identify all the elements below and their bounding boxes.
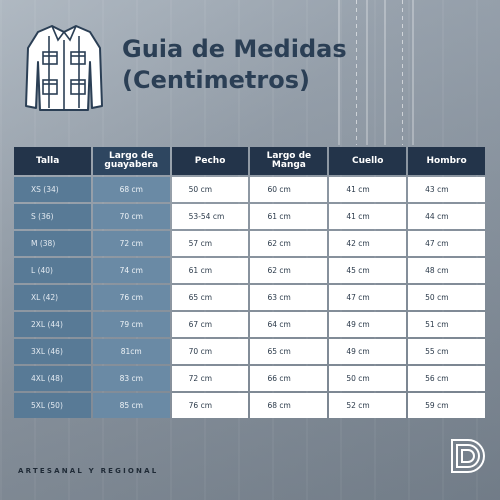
cell-hombro: 43 cm bbox=[408, 177, 485, 202]
cell-cuello: 45 cm bbox=[329, 258, 407, 283]
cell-talla: M (38) bbox=[14, 231, 91, 256]
table-row: 3XL (46) 81cm 70 cm 65 cm 49 cm 55 cm bbox=[14, 339, 485, 364]
cell-largo: 74 cm bbox=[92, 258, 170, 283]
cell-largo: 85 cm bbox=[92, 393, 170, 418]
shirt-pleat bbox=[338, 0, 340, 145]
guayabera-shirt-icon bbox=[25, 25, 103, 111]
cell-manga: 62 cm bbox=[250, 258, 328, 283]
column-header-manga: Largo de Manga bbox=[250, 147, 328, 175]
column-header-largo: Largo de guayabera bbox=[92, 147, 170, 175]
cell-talla: XL (42) bbox=[14, 285, 91, 310]
cell-hombro: 47 cm bbox=[408, 231, 485, 256]
cell-manga: 66 cm bbox=[250, 366, 328, 391]
shirt-stitch bbox=[402, 0, 403, 145]
cell-cuello: 50 cm bbox=[329, 366, 407, 391]
cell-manga: 60 cm bbox=[250, 177, 328, 202]
cell-manga: 63 cm bbox=[250, 285, 328, 310]
cell-pecho: 65 cm bbox=[171, 285, 249, 310]
brand-logo-icon bbox=[451, 439, 485, 473]
cell-cuello: 41 cm bbox=[329, 204, 407, 229]
cell-manga: 62 cm bbox=[250, 231, 328, 256]
cell-hombro: 44 cm bbox=[408, 204, 485, 229]
table-header-row: Talla Largo de guayabera Pecho Largo de … bbox=[14, 147, 485, 175]
cell-cuello: 47 cm bbox=[329, 285, 407, 310]
cell-pecho: 76 cm bbox=[171, 393, 249, 418]
table-row: L (40) 74 cm 61 cm 62 cm 45 cm 48 cm bbox=[14, 258, 485, 283]
cell-largo: 83 cm bbox=[92, 366, 170, 391]
column-header-talla: Talla bbox=[14, 147, 91, 175]
title-line: Guia de Medidas bbox=[122, 35, 347, 63]
cell-pecho: 53-54 cm bbox=[171, 204, 249, 229]
cell-hombro: 55 cm bbox=[408, 339, 485, 364]
table-row: 5XL (50) 85 cm 76 cm 68 cm 52 cm 59 cm bbox=[14, 393, 485, 418]
size-chart-table: Talla Largo de guayabera Pecho Largo de … bbox=[12, 145, 487, 420]
cell-manga: 65 cm bbox=[250, 339, 328, 364]
title-subline: (Centimetros) bbox=[122, 66, 310, 94]
cell-hombro: 48 cm bbox=[408, 258, 485, 283]
cell-talla: 4XL (48) bbox=[14, 366, 91, 391]
cell-manga: 61 cm bbox=[250, 204, 328, 229]
cell-cuello: 52 cm bbox=[329, 393, 407, 418]
cell-pecho: 61 cm bbox=[171, 258, 249, 283]
cell-talla: 2XL (44) bbox=[14, 312, 91, 337]
table-row: M (38) 72 cm 57 cm 62 cm 42 cm 47 cm bbox=[14, 231, 485, 256]
cell-pecho: 57 cm bbox=[171, 231, 249, 256]
shirt-pleat bbox=[384, 0, 386, 145]
cell-largo: 79 cm bbox=[92, 312, 170, 337]
cell-hombro: 59 cm bbox=[408, 393, 485, 418]
cell-pecho: 72 cm bbox=[171, 366, 249, 391]
cell-largo: 76 cm bbox=[92, 285, 170, 310]
shirt-stitch bbox=[356, 0, 357, 145]
cell-hombro: 56 cm bbox=[408, 366, 485, 391]
cell-pecho: 70 cm bbox=[171, 339, 249, 364]
column-header-hombro: Hombro bbox=[408, 147, 485, 175]
cell-manga: 68 cm bbox=[250, 393, 328, 418]
page-title: Guia de Medidas (Centimetros) bbox=[122, 34, 347, 96]
shirt-pleat bbox=[366, 0, 368, 145]
cell-pecho: 67 cm bbox=[171, 312, 249, 337]
cell-largo: 70 cm bbox=[92, 204, 170, 229]
table-row: 2XL (44) 79 cm 67 cm 64 cm 49 cm 51 cm bbox=[14, 312, 485, 337]
table-row: S (36) 70 cm 53-54 cm 61 cm 41 cm 44 cm bbox=[14, 204, 485, 229]
cell-cuello: 41 cm bbox=[329, 177, 407, 202]
cell-manga: 64 cm bbox=[250, 312, 328, 337]
cell-talla: 5XL (50) bbox=[14, 393, 91, 418]
cell-talla: 3XL (46) bbox=[14, 339, 91, 364]
cell-cuello: 42 cm bbox=[329, 231, 407, 256]
cell-pecho: 50 cm bbox=[171, 177, 249, 202]
cell-largo: 81cm bbox=[92, 339, 170, 364]
cell-hombro: 51 cm bbox=[408, 312, 485, 337]
cell-largo: 72 cm bbox=[92, 231, 170, 256]
cell-largo: 68 cm bbox=[92, 177, 170, 202]
table-row: 4XL (48) 83 cm 72 cm 66 cm 50 cm 56 cm bbox=[14, 366, 485, 391]
cell-cuello: 49 cm bbox=[329, 339, 407, 364]
cell-talla: XS (34) bbox=[14, 177, 91, 202]
shirt-pleat bbox=[412, 0, 414, 145]
cell-hombro: 50 cm bbox=[408, 285, 485, 310]
cell-talla: L (40) bbox=[14, 258, 91, 283]
cell-talla: S (36) bbox=[14, 204, 91, 229]
footer-tagline: ARTESANAL Y REGIONAL bbox=[18, 467, 159, 475]
cell-cuello: 49 cm bbox=[329, 312, 407, 337]
table-row: XL (42) 76 cm 65 cm 63 cm 47 cm 50 cm bbox=[14, 285, 485, 310]
column-header-pecho: Pecho bbox=[171, 147, 249, 175]
column-header-cuello: Cuello bbox=[329, 147, 407, 175]
table-row: XS (34) 68 cm 50 cm 60 cm 41 cm 43 cm bbox=[14, 177, 485, 202]
